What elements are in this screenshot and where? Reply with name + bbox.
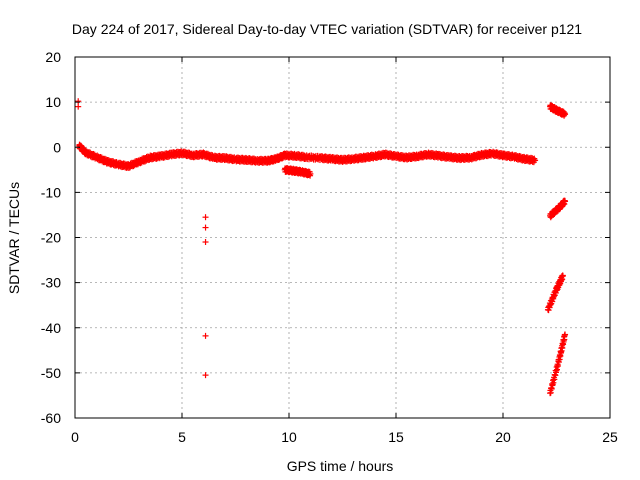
y-tick-label: 0 <box>53 139 61 155</box>
x-axis-label: GPS time / hours <box>287 458 394 474</box>
series-segment-B <box>547 197 569 221</box>
x-tick-label: 15 <box>388 429 404 445</box>
chart-title: Day 224 of 2017, Sidereal Day-to-day VTE… <box>72 21 582 37</box>
y-tick-label: 10 <box>45 94 61 110</box>
x-tick-label: 25 <box>602 429 618 445</box>
x-tick-label: 10 <box>281 429 297 445</box>
y-tick-label: 20 <box>45 49 61 65</box>
y-tick-label: -20 <box>41 230 61 246</box>
data-layer <box>75 98 569 397</box>
series-main-band <box>76 141 539 172</box>
x-tick-label: 5 <box>178 429 186 445</box>
series-segment-C <box>544 272 566 314</box>
y-tick-label: -30 <box>41 275 61 291</box>
y-tick-label: -60 <box>41 410 61 426</box>
x-tick-label: 20 <box>495 429 511 445</box>
y-tick-label: -40 <box>41 320 61 336</box>
series-segment-D <box>547 331 569 397</box>
tick-layer: 0 5 10 15 20 25 20 10 0 -10 -20 -30 -40 -50 -60 <box>41 49 618 445</box>
grid-layer <box>75 57 610 418</box>
y-axis-label: SDTVAR / TECUs <box>6 182 22 294</box>
x-tick-label: 0 <box>71 429 79 445</box>
y-tick-label: -50 <box>41 365 61 381</box>
series-lower-branch <box>281 165 314 179</box>
series-outliers <box>75 98 209 379</box>
y-tick-label: -10 <box>41 184 61 200</box>
series-segment-A <box>547 102 569 119</box>
